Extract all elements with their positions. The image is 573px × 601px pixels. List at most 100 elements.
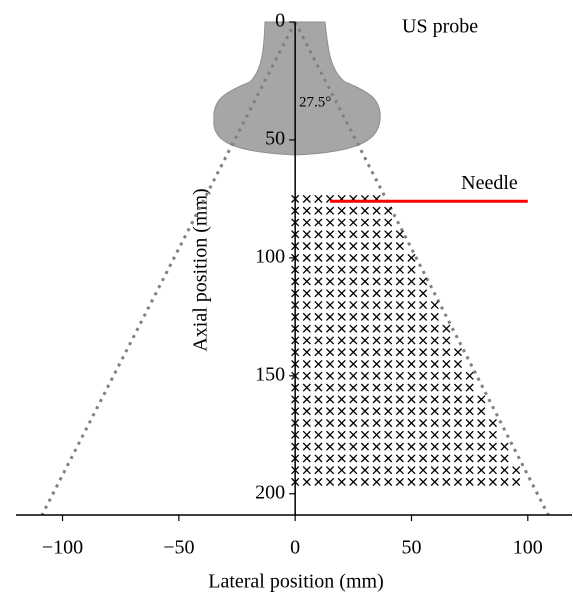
marker [395, 265, 404, 274]
marker-stroke [337, 477, 346, 487]
marker-stroke [302, 430, 311, 439]
marker [419, 336, 428, 345]
marker [372, 442, 381, 451]
marker [360, 383, 370, 392]
marker-stroke [453, 430, 463, 439]
marker [349, 418, 358, 428]
marker-stroke [349, 301, 358, 310]
marker-stroke [314, 383, 323, 392]
marker-stroke [407, 277, 416, 286]
marker [372, 301, 381, 310]
marker [337, 466, 346, 475]
marker-stroke [372, 442, 381, 451]
marker-stroke [314, 418, 323, 428]
marker-stroke [325, 206, 335, 215]
marker-stroke [325, 407, 335, 416]
marker [337, 218, 346, 227]
marker [314, 407, 323, 416]
marker-stroke [442, 371, 451, 380]
marker-stroke [442, 359, 451, 369]
marker [384, 324, 393, 333]
marker-stroke [488, 454, 497, 463]
marker [384, 359, 393, 369]
marker-stroke [314, 336, 323, 345]
marker [442, 477, 451, 487]
marker [372, 454, 381, 463]
marker-stroke [302, 395, 311, 404]
marker-stroke [302, 301, 311, 310]
marker-stroke [302, 277, 311, 286]
marker-stroke [430, 395, 439, 404]
marker [407, 454, 416, 463]
marker [442, 442, 451, 451]
marker-stroke [337, 277, 346, 286]
marker [325, 359, 335, 369]
marker-stroke [302, 407, 311, 416]
marker-stroke [291, 407, 300, 416]
marker-stroke [407, 477, 416, 487]
marker-stroke [442, 336, 451, 345]
marker [349, 348, 358, 357]
marker-stroke [407, 324, 416, 333]
marker [453, 466, 463, 475]
marker [291, 206, 300, 215]
marker-stroke [430, 371, 439, 380]
marker [302, 218, 311, 227]
marker [302, 359, 311, 369]
marker-stroke [407, 336, 416, 345]
marker [407, 477, 416, 487]
marker-stroke [291, 242, 300, 251]
marker-stroke [360, 324, 370, 333]
marker-stroke [302, 312, 311, 321]
marker [337, 477, 346, 487]
marker [430, 466, 439, 475]
marker [395, 336, 404, 345]
marker [442, 336, 451, 345]
marker [314, 289, 323, 298]
marker [419, 407, 428, 416]
marker [453, 395, 463, 404]
marker-stroke [372, 265, 381, 274]
marker [314, 230, 323, 239]
marker-stroke [337, 407, 346, 416]
marker [337, 230, 346, 239]
marker [395, 477, 404, 487]
marker-stroke [302, 371, 311, 380]
probe-label: US probe [402, 16, 478, 38]
marker [372, 430, 381, 439]
marker [395, 407, 404, 416]
marker [430, 312, 439, 321]
marker [395, 371, 404, 380]
x-axis-label: Lateral position (mm) [208, 571, 384, 593]
marker [453, 359, 463, 369]
marker [465, 466, 474, 475]
marker [372, 359, 381, 369]
marker [349, 324, 358, 333]
marker [465, 371, 474, 380]
marker-stroke [325, 301, 335, 310]
marker [302, 466, 311, 475]
marker [477, 418, 486, 428]
marker [453, 418, 463, 428]
marker-stroke [372, 301, 381, 310]
marker [314, 348, 323, 357]
marker [314, 301, 323, 310]
marker [360, 218, 370, 227]
marker-stroke [419, 454, 428, 463]
marker [349, 359, 358, 369]
marker-stroke [395, 418, 404, 428]
marker [349, 289, 358, 298]
marker-stroke [291, 289, 300, 298]
marker [465, 407, 474, 416]
marker-stroke [291, 312, 300, 321]
marker-stroke [349, 242, 358, 251]
marker-stroke [407, 430, 416, 439]
marker [419, 324, 428, 333]
marker-stroke [430, 442, 439, 451]
marker [291, 359, 300, 369]
marker [325, 289, 335, 298]
marker-stroke [291, 466, 300, 475]
marker [442, 418, 451, 428]
marker-stroke [442, 466, 451, 475]
marker-stroke [302, 466, 311, 475]
